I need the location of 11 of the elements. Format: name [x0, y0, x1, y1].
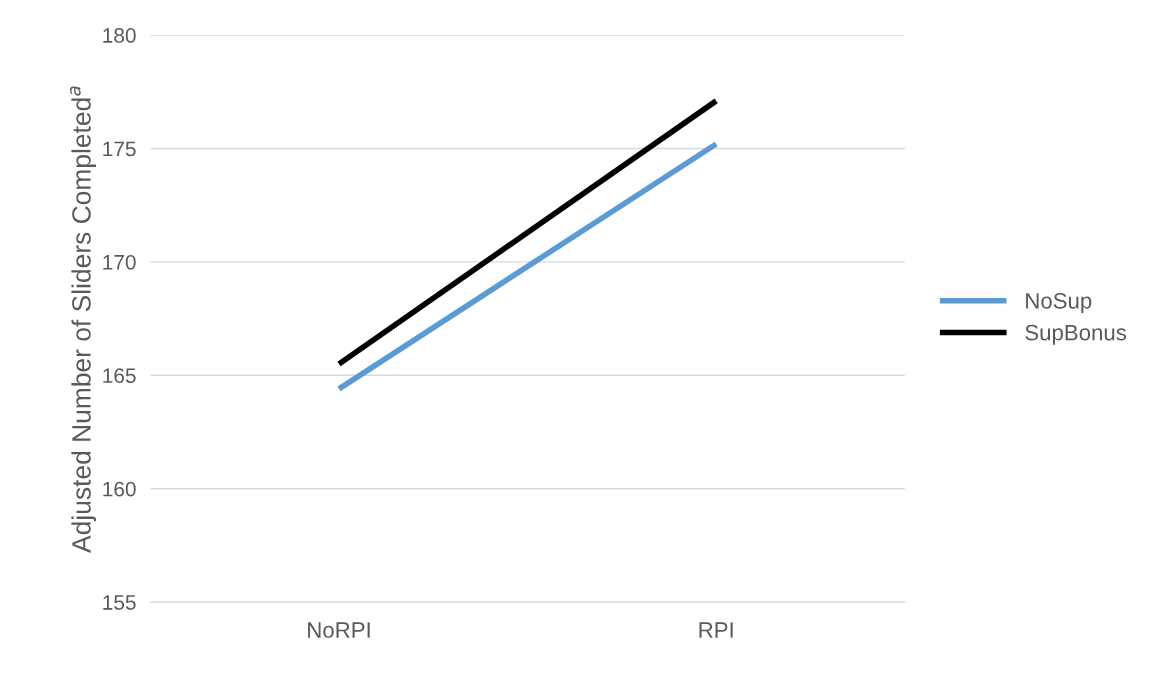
y-tick-label: 155	[103, 595, 136, 610]
y-tick-label: 170	[103, 254, 136, 270]
y-tick-label: 180	[103, 28, 136, 43]
y-axis-title: Adjusted Number of Sliders Completed$^{a}$	[70, 86, 97, 553]
y-tick-label: 165	[103, 368, 136, 384]
y-tick-label: 175	[103, 141, 136, 157]
legend-label: NoSup	[1026, 292, 1092, 314]
x-tick-label: NoRPI	[308, 622, 370, 638]
legend-label: SupBonus	[1025, 324, 1127, 345]
x-tick-label: RPI	[699, 622, 733, 638]
y-tick-label: 160	[103, 481, 136, 497]
